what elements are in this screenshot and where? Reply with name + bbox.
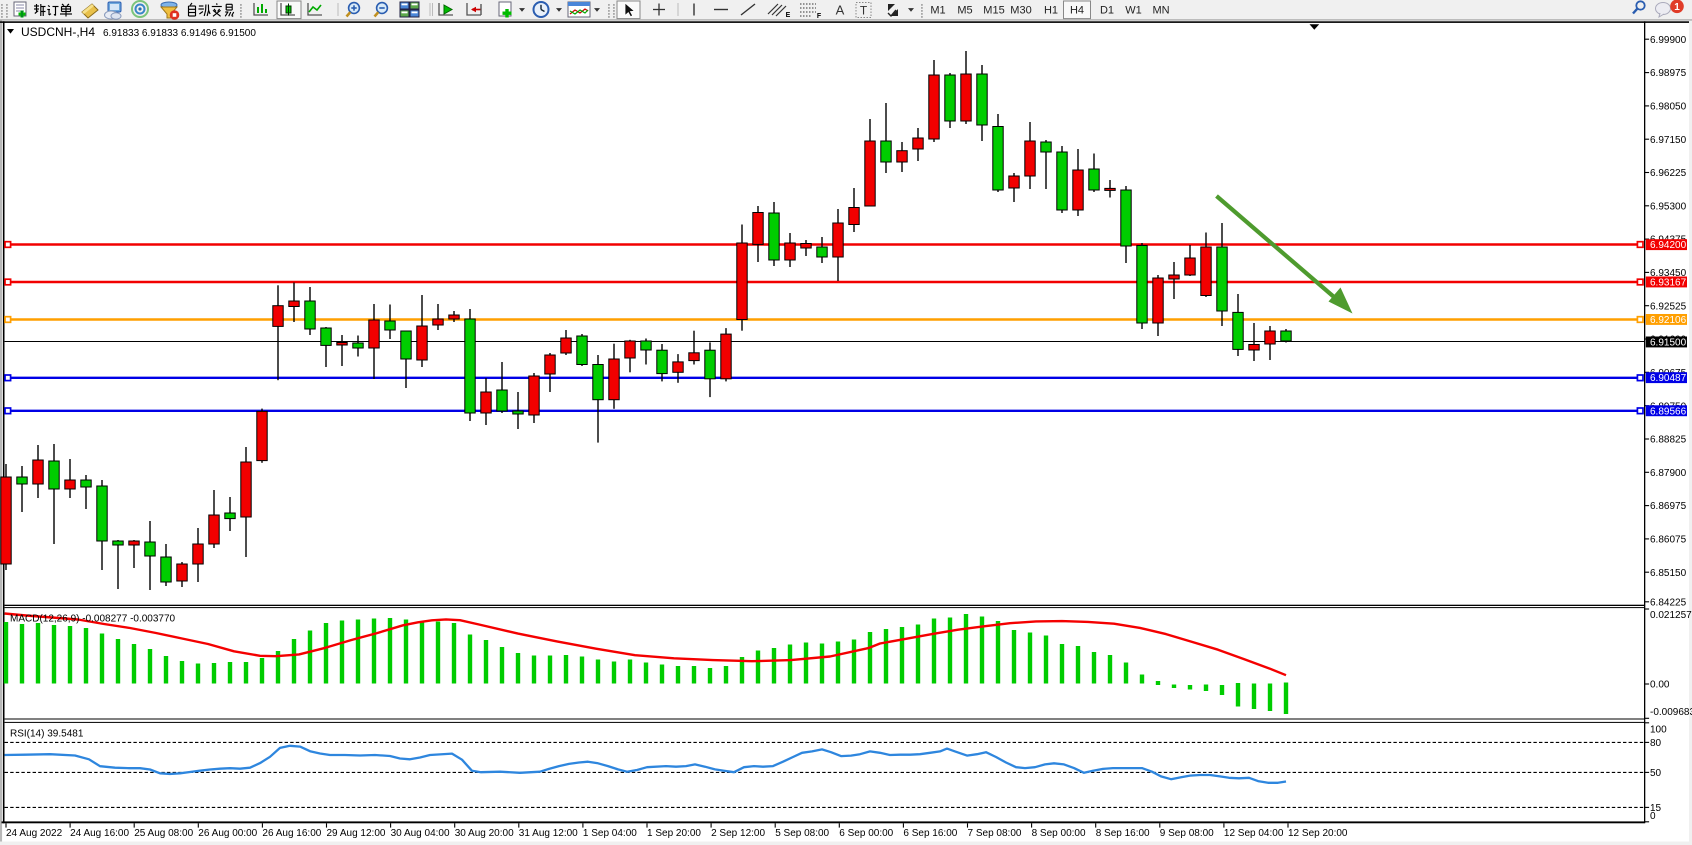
svg-text:6.92106: 6.92106 xyxy=(1650,315,1687,326)
svg-text:31 Aug 12:00: 31 Aug 12:00 xyxy=(519,828,578,839)
svg-text:6.99900: 6.99900 xyxy=(1650,35,1687,46)
svg-text:8 Sep 16:00: 8 Sep 16:00 xyxy=(1096,828,1150,839)
svg-text:6.95300: 6.95300 xyxy=(1650,201,1687,212)
svg-text:6.86075: 6.86075 xyxy=(1650,535,1687,546)
svg-text:M1: M1 xyxy=(930,5,945,17)
svg-text:6.85150: 6.85150 xyxy=(1650,568,1687,579)
svg-text:F: F xyxy=(817,13,822,20)
svg-text:6.91833 6.91833 6.91496 6.9150: 6.91833 6.91833 6.91496 6.91500 xyxy=(103,28,256,39)
svg-text:6.98050: 6.98050 xyxy=(1650,102,1687,113)
svg-text:6.84225: 6.84225 xyxy=(1650,597,1687,608)
svg-text:6.90487: 6.90487 xyxy=(1650,373,1687,384)
svg-text:D1: D1 xyxy=(1100,5,1114,17)
svg-text:T: T xyxy=(860,4,868,18)
svg-text:24 Aug 2022: 24 Aug 2022 xyxy=(6,828,63,839)
svg-text:0.021257: 0.021257 xyxy=(1650,610,1692,621)
svg-text:50: 50 xyxy=(1650,768,1662,779)
svg-text:26 Aug 16:00: 26 Aug 16:00 xyxy=(262,828,321,839)
svg-text:9 Sep 08:00: 9 Sep 08:00 xyxy=(1160,828,1214,839)
svg-text:15: 15 xyxy=(1650,803,1662,814)
svg-text:6.96225: 6.96225 xyxy=(1650,168,1687,179)
svg-text:W1: W1 xyxy=(1125,5,1142,17)
svg-text:RSI(14) 39.5481: RSI(14) 39.5481 xyxy=(10,729,84,740)
svg-text:6.87900: 6.87900 xyxy=(1650,468,1687,479)
svg-text:6.97150: 6.97150 xyxy=(1650,135,1687,146)
svg-text:2 Sep 12:00: 2 Sep 12:00 xyxy=(711,828,765,839)
svg-text:6 Sep 00:00: 6 Sep 00:00 xyxy=(839,828,893,839)
svg-text:6.93450: 6.93450 xyxy=(1650,268,1687,279)
svg-text:12 Sep 20:00: 12 Sep 20:00 xyxy=(1288,828,1348,839)
svg-text:6.93167: 6.93167 xyxy=(1650,278,1687,289)
svg-text:24 Aug 16:00: 24 Aug 16:00 xyxy=(70,828,129,839)
svg-text:30 Aug 20:00: 30 Aug 20:00 xyxy=(455,828,514,839)
svg-text:M30: M30 xyxy=(1010,5,1031,17)
svg-text:25 Aug 08:00: 25 Aug 08:00 xyxy=(134,828,193,839)
svg-text:6.91500: 6.91500 xyxy=(1650,338,1687,349)
svg-text:6.94200: 6.94200 xyxy=(1650,240,1687,251)
svg-text:1 Sep 20:00: 1 Sep 20:00 xyxy=(647,828,701,839)
svg-text:30 Aug 04:00: 30 Aug 04:00 xyxy=(391,828,450,839)
svg-text:80: 80 xyxy=(1650,738,1662,749)
svg-text:M5: M5 xyxy=(957,5,972,17)
svg-text:6.89566: 6.89566 xyxy=(1650,406,1687,417)
svg-text:MACD(12,26,9) -0.008277 -0.003: MACD(12,26,9) -0.008277 -0.003770 xyxy=(10,614,176,625)
svg-text:8 Sep 00:00: 8 Sep 00:00 xyxy=(1032,828,1086,839)
svg-text:12 Sep 04:00: 12 Sep 04:00 xyxy=(1224,828,1284,839)
svg-text:6 Sep 16:00: 6 Sep 16:00 xyxy=(903,828,957,839)
svg-text:E: E xyxy=(786,12,791,19)
svg-text:5 Sep 08:00: 5 Sep 08:00 xyxy=(775,828,829,839)
svg-text:29 Aug 12:00: 29 Aug 12:00 xyxy=(327,828,386,839)
svg-text:1 Sep 04:00: 1 Sep 04:00 xyxy=(583,828,637,839)
svg-text:6.92525: 6.92525 xyxy=(1650,301,1687,312)
svg-text:7 Sep 08:00: 7 Sep 08:00 xyxy=(968,828,1022,839)
svg-text:6.86975: 6.86975 xyxy=(1650,501,1687,512)
svg-text:1: 1 xyxy=(1674,2,1680,13)
svg-text:-0.009683: -0.009683 xyxy=(1650,707,1692,718)
svg-text:USDCNH-,H4: USDCNH-,H4 xyxy=(21,25,95,39)
svg-text:MN: MN xyxy=(1152,5,1169,17)
svg-text:6.88825: 6.88825 xyxy=(1650,435,1687,446)
svg-text:0.00: 0.00 xyxy=(1650,680,1670,691)
svg-text:A: A xyxy=(836,3,845,18)
svg-text:6.98975: 6.98975 xyxy=(1650,68,1687,79)
svg-text:M15: M15 xyxy=(983,5,1004,17)
svg-text:H4: H4 xyxy=(1070,5,1084,17)
svg-text:0: 0 xyxy=(1650,811,1656,822)
svg-text:100: 100 xyxy=(1650,724,1667,735)
svg-text:26 Aug 00:00: 26 Aug 00:00 xyxy=(198,828,257,839)
svg-text:H1: H1 xyxy=(1044,5,1058,17)
